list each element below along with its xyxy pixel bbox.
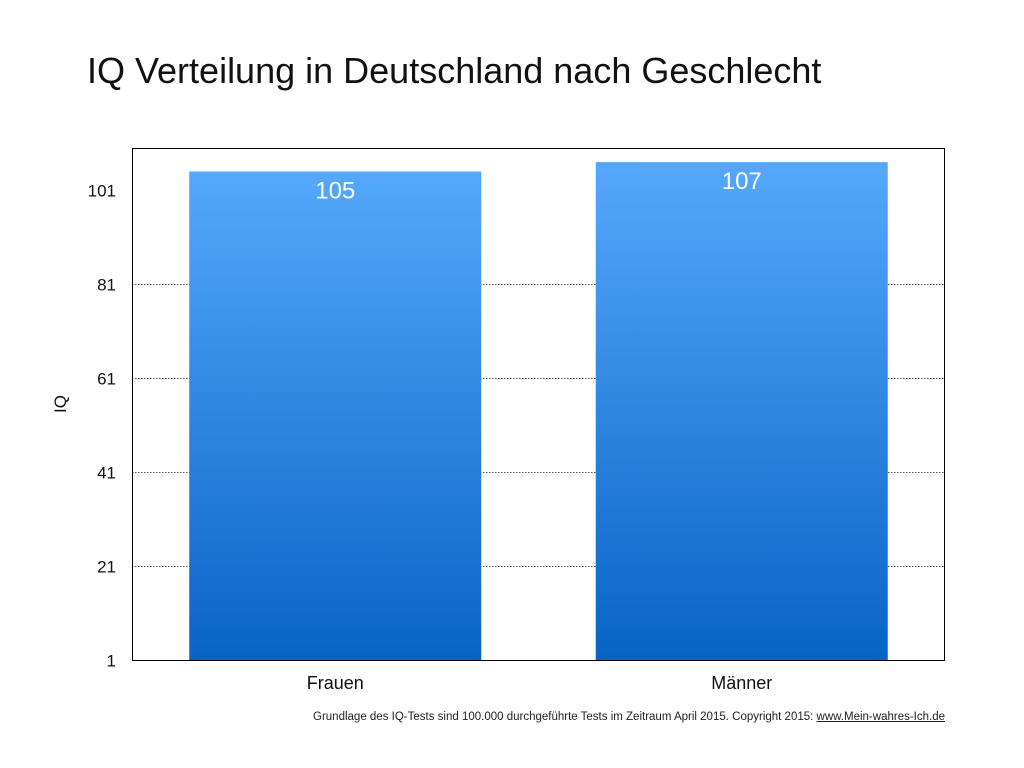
data-label: 107 — [722, 168, 762, 195]
x-tick-label: Männer — [711, 673, 772, 693]
data-label: 105 — [315, 177, 355, 204]
bar-frauen — [189, 171, 482, 660]
chart-title: IQ Verteilung in Deutschland nach Geschl… — [87, 50, 822, 91]
plot-frame — [132, 148, 945, 661]
footer-text: Grundlage des IQ-Tests sind 100.000 durc… — [313, 711, 817, 723]
bar-männer — [595, 162, 888, 660]
x-tick-label: Frauen — [307, 673, 364, 693]
y-tick-label: 61 — [97, 370, 116, 389]
y-tick-label: 101 — [88, 182, 116, 201]
y-tick-label: 21 — [97, 558, 116, 577]
y-tick-label: 1 — [107, 652, 116, 671]
footer-link[interactable]: www.Mein-wahres-Ich.de — [816, 711, 945, 723]
y-tick-label: 81 — [97, 276, 116, 295]
y-axis-label: IQ — [51, 395, 70, 413]
y-tick-label: 41 — [97, 464, 116, 483]
footer-note: Grundlage des IQ-Tests sind 100.000 durc… — [313, 711, 945, 723]
